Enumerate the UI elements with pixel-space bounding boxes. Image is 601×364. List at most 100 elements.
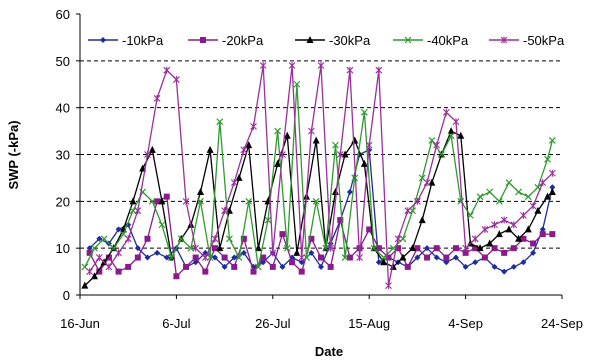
data-point bbox=[86, 268, 94, 276]
data-point-stroke bbox=[548, 137, 556, 144]
data-point bbox=[366, 226, 373, 233]
data-point bbox=[187, 244, 195, 252]
data-point bbox=[529, 202, 537, 210]
data-point bbox=[86, 249, 93, 256]
data-point bbox=[202, 268, 209, 275]
data-point-stroke bbox=[505, 179, 513, 187]
data-point-stroke bbox=[225, 235, 233, 243]
data-point bbox=[530, 249, 537, 256]
data-point bbox=[250, 122, 257, 130]
data-point bbox=[346, 254, 353, 261]
data-point bbox=[380, 254, 388, 261]
legend-swatch-marker bbox=[200, 37, 206, 43]
data-point bbox=[250, 268, 257, 275]
data-point bbox=[524, 193, 532, 201]
y-tick-labels: 0 10 20 30 40 50 60 bbox=[56, 7, 70, 303]
data-point-stroke bbox=[254, 263, 262, 271]
data-point bbox=[549, 184, 556, 191]
data-point bbox=[231, 263, 238, 270]
data-point-stroke bbox=[409, 207, 417, 215]
data-point bbox=[476, 244, 484, 252]
data-point-stroke bbox=[447, 132, 455, 140]
data-point bbox=[370, 244, 378, 252]
data-point bbox=[447, 127, 455, 135]
data-point bbox=[216, 118, 224, 126]
data-point bbox=[260, 254, 267, 261]
data-point bbox=[447, 132, 455, 140]
data-point bbox=[279, 231, 286, 238]
legend-label: -40kPa bbox=[427, 33, 469, 48]
series-layer bbox=[81, 62, 556, 290]
data-point bbox=[211, 254, 218, 261]
data-point bbox=[168, 254, 176, 261]
data-point bbox=[443, 259, 450, 266]
series-line bbox=[84, 84, 554, 268]
data-point bbox=[360, 159, 368, 167]
data-point bbox=[192, 244, 200, 252]
data-point bbox=[539, 179, 547, 187]
data-point bbox=[129, 207, 137, 215]
data-point bbox=[81, 281, 89, 289]
data-point bbox=[182, 197, 190, 205]
data-point bbox=[173, 76, 180, 84]
data-point bbox=[96, 268, 103, 275]
data-point bbox=[303, 254, 310, 261]
data-point bbox=[289, 259, 296, 266]
data-point bbox=[96, 235, 103, 242]
data-point bbox=[327, 263, 334, 270]
data-point bbox=[510, 221, 518, 229]
data-point bbox=[356, 254, 363, 262]
data-point bbox=[115, 226, 122, 233]
legend-item: -50kPa bbox=[489, 33, 565, 48]
data-point bbox=[100, 235, 108, 243]
legend-label: -50kPa bbox=[523, 33, 565, 48]
data-point bbox=[206, 254, 214, 261]
data-point bbox=[409, 244, 417, 252]
data-point bbox=[105, 254, 112, 261]
data-point bbox=[274, 159, 282, 167]
data-point bbox=[269, 263, 276, 270]
data-point bbox=[418, 216, 426, 224]
data-point-stroke bbox=[119, 230, 127, 238]
data-point bbox=[201, 254, 209, 262]
y-tick-label: 30 bbox=[56, 148, 70, 163]
data-point bbox=[327, 244, 335, 252]
data-point bbox=[404, 263, 411, 270]
y-tick-label: 50 bbox=[56, 54, 70, 69]
y-tick-label: 40 bbox=[56, 101, 70, 116]
data-point bbox=[221, 263, 228, 270]
data-point-stroke bbox=[332, 141, 339, 149]
data-point-stroke bbox=[399, 235, 407, 243]
data-point-stroke bbox=[370, 244, 378, 252]
data-point bbox=[505, 179, 513, 187]
data-point bbox=[216, 244, 224, 252]
data-point bbox=[307, 127, 315, 135]
data-point bbox=[308, 249, 315, 256]
y-tick-label: 20 bbox=[56, 194, 70, 209]
data-point bbox=[221, 207, 228, 215]
data-point bbox=[158, 221, 166, 229]
legend-item: -30kPa bbox=[295, 33, 371, 48]
data-point-stroke bbox=[312, 197, 320, 205]
data-point bbox=[134, 207, 142, 215]
data-point bbox=[183, 263, 190, 270]
data-point bbox=[351, 174, 359, 182]
data-point bbox=[230, 179, 238, 187]
x-axis-title: Date bbox=[315, 344, 343, 359]
data-point bbox=[192, 254, 199, 261]
data-point bbox=[154, 198, 161, 205]
data-point bbox=[163, 254, 170, 261]
data-point bbox=[279, 151, 286, 158]
data-point bbox=[245, 141, 253, 149]
data-point bbox=[452, 254, 459, 261]
data-point bbox=[399, 235, 407, 243]
legend-item: -40kPa bbox=[393, 33, 469, 48]
data-point bbox=[197, 187, 204, 195]
data-point bbox=[288, 62, 296, 70]
data-point bbox=[163, 66, 171, 74]
data-point bbox=[206, 145, 214, 153]
data-point bbox=[510, 245, 517, 252]
data-point bbox=[274, 127, 282, 135]
